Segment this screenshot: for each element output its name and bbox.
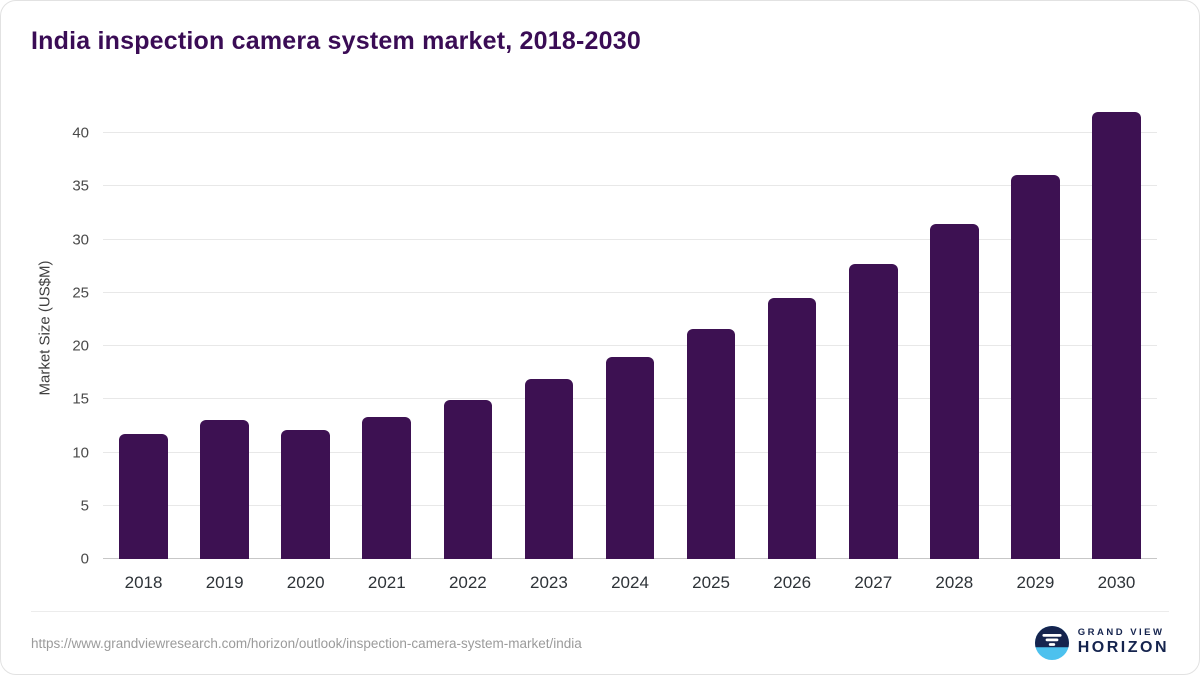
bar-slot [752,96,833,559]
y-axis-title: Market Size (US$M) [36,260,54,396]
bar-2027[interactable] [848,264,898,559]
gridline [103,238,1157,240]
x-tick-label: 2025 [692,573,730,592]
gridline [103,345,1157,347]
y-tick-label: 10 [72,444,89,462]
y-tick-label: 0 [80,550,89,568]
bar-2020[interactable] [281,430,331,559]
bar-slot [103,96,184,559]
bar-2024[interactable] [605,356,655,559]
brand-name-top: GRAND VIEW [1077,627,1165,639]
bar-slot [346,96,427,559]
bar-2029[interactable] [1011,174,1060,559]
grand-view-horizon-logo: GRAND VIEW HORIZON [1034,626,1169,660]
chart-area: Market Size (US$M) 0 5 10 15 20 25 30 35 40 2018… [35,96,1157,601]
x-tick-label: 2028 [935,573,974,592]
bar-2026[interactable] [767,298,817,559]
bar-2028[interactable] [930,223,979,559]
source-url: https://www.grandviewresearch.com/horizo… [31,635,582,651]
bar-slot [508,96,589,559]
y-tick-label: 15 [72,390,89,408]
bar-slot [995,96,1076,559]
brand-text: GRAND VIEW HORIZON [1077,627,1169,657]
bar-2023[interactable] [524,379,574,559]
y-tick-label: 25 [72,284,89,302]
gridline [103,185,1157,187]
x-tick-label: 2023 [530,573,568,592]
x-tick-label: 2029 [1016,573,1055,592]
x-tick-label: 2022 [448,573,487,592]
bars [103,96,1157,559]
x-tick-label: 2021 [367,573,406,592]
bar-2018[interactable] [119,434,168,559]
bar-2022[interactable] [443,400,493,559]
chart-title: India inspection camera system market, 2… [31,27,641,55]
bar-slot [184,96,265,559]
x-tick-label: 2026 [773,573,812,592]
bar-slot [914,96,995,559]
x-tick-label: 2020 [286,573,325,592]
bar-slot [427,96,508,559]
x-tick-label: 2027 [854,573,893,592]
bar-slot [671,96,752,559]
bar-slot [1076,96,1157,559]
y-tick-label: 30 [72,231,89,249]
x-tick-label: 2018 [124,573,163,592]
x-tick-label: 2019 [205,573,244,592]
brand-name-bottom: HORIZON [1077,639,1169,657]
footer: https://www.grandviewresearch.com/horizo… [31,611,1169,674]
bar-2021[interactable] [362,417,412,559]
gridline [103,132,1157,134]
plot-area: 0 5 10 15 20 25 30 35 40 [72,96,1157,568]
y-tick-label: 40 [72,124,89,142]
bar-slot [265,96,346,559]
x-tick-label: 2024 [611,573,649,592]
gridline [103,291,1157,293]
y-tick-label: 20 [72,337,89,355]
bar-2025[interactable] [686,329,736,559]
x-axis-labels: 2018 2019 2020 2021 2022 2023 2024 2025 2026 2027… [103,559,1157,601]
bar-slot [589,96,670,559]
horizon-logo-icon [1034,626,1069,660]
x-tick-label: 2030 [1097,573,1136,592]
bar-2019[interactable] [200,419,249,559]
y-tick-label: 35 [72,177,89,195]
bar-slot [833,96,914,559]
bar-2030[interactable] [1092,111,1141,559]
y-tick-label: 5 [80,497,89,515]
